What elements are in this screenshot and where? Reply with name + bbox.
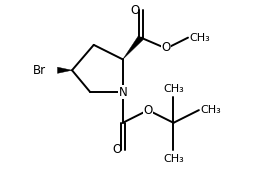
Text: O: O — [162, 41, 171, 54]
Polygon shape — [57, 67, 72, 73]
Polygon shape — [123, 36, 143, 59]
Text: N: N — [118, 86, 127, 98]
Text: CH₃: CH₃ — [201, 105, 222, 115]
Text: CH₃: CH₃ — [163, 154, 184, 164]
Text: O: O — [130, 4, 139, 17]
Text: O: O — [112, 144, 122, 156]
Text: O: O — [144, 104, 153, 117]
Text: CH₃: CH₃ — [190, 33, 211, 43]
Text: CH₃: CH₃ — [163, 84, 184, 94]
Text: Br: Br — [32, 64, 46, 77]
